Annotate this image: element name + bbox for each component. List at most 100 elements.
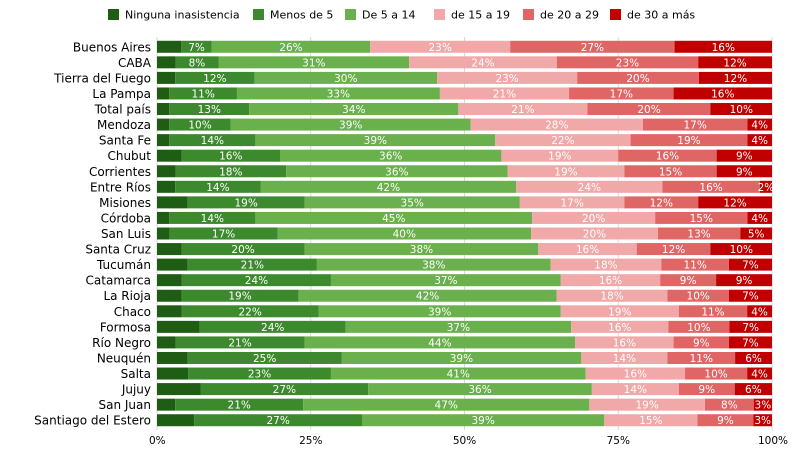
bar-segment xyxy=(254,71,438,84)
bar-segment xyxy=(249,103,459,116)
bar-segment xyxy=(157,383,201,396)
bar-segment xyxy=(303,398,590,411)
bar-segment xyxy=(330,274,561,287)
bar-value-label: 4% xyxy=(751,369,768,381)
bar-value-label: 21% xyxy=(228,337,251,349)
bar-segment xyxy=(368,383,592,396)
bar-value-label: 10% xyxy=(730,244,753,256)
legend-item-3: De 5 a 14 xyxy=(345,9,415,22)
bar-value-label: 16% xyxy=(608,322,631,334)
bar-segment xyxy=(716,274,772,287)
bar-segment xyxy=(157,118,170,131)
bar-value-label: 20% xyxy=(637,104,660,116)
bar-value-label: 20% xyxy=(582,213,605,225)
bar-segment xyxy=(740,227,772,240)
bar-value-label: 14% xyxy=(201,135,224,147)
bar-value-label: 10% xyxy=(704,369,727,381)
bar-value-label: 21% xyxy=(493,88,516,100)
bar-segment xyxy=(747,367,772,380)
bar-value-label: 20% xyxy=(583,229,606,241)
bar-value-label: 45% xyxy=(382,213,405,225)
bar-segment xyxy=(581,351,668,364)
bar-segment xyxy=(556,56,699,69)
bar-row: 18% 36% 19% 15% 9% xyxy=(157,165,772,178)
legend-swatch xyxy=(253,9,264,20)
bar-value-label: 34% xyxy=(342,104,365,116)
bar-value-label: 3% xyxy=(755,400,772,412)
bar-segment xyxy=(550,258,662,271)
legend-label: de 15 a 19 xyxy=(451,9,510,22)
bar-value-label: 10% xyxy=(730,104,753,116)
bar-segment xyxy=(187,196,305,209)
bar-segment xyxy=(604,414,698,427)
bar-segment xyxy=(157,305,182,318)
bar-value-label: 4% xyxy=(751,135,768,147)
bar-value-label: 30% xyxy=(334,73,357,85)
bar-row: 13% 34% 21% 20% 10% xyxy=(157,103,772,116)
bar-value-label: 39% xyxy=(339,120,362,132)
bar-segment xyxy=(678,305,748,318)
bar-segment xyxy=(169,103,250,116)
legend-label: Ninguna inasistencia xyxy=(125,9,240,22)
bar-segment xyxy=(200,383,369,396)
bar-segment xyxy=(705,398,754,411)
category-label: Mendoza xyxy=(97,118,151,132)
bar-segment xyxy=(370,40,511,53)
bar-segment xyxy=(734,383,772,396)
legend-swatch xyxy=(523,9,534,20)
bar-value-label: 39% xyxy=(471,415,494,427)
bar-value-label: 11% xyxy=(191,88,214,100)
bar-segment xyxy=(175,336,305,349)
bar-segment xyxy=(519,196,625,209)
bar-value-label: 33% xyxy=(327,88,350,100)
bar-segment xyxy=(175,71,255,84)
bar-row: 20% 38% 16% 12% 10% xyxy=(157,243,772,256)
category-label: CABA xyxy=(118,56,152,70)
bar-segment xyxy=(753,414,772,427)
bar-value-label: 27% xyxy=(273,384,296,396)
x-tick-label: 25% xyxy=(299,435,322,447)
bar-segment xyxy=(175,56,219,69)
bar-segment xyxy=(304,336,576,349)
bar-value-label: 17% xyxy=(212,229,235,241)
legend-swatch xyxy=(434,9,445,20)
bar-value-label: 11% xyxy=(701,306,724,318)
category-label: Salta xyxy=(121,367,151,381)
bar-value-label: 14% xyxy=(613,353,636,365)
bar-segment xyxy=(437,71,578,84)
bar-segment xyxy=(747,211,772,224)
bar-value-label: 12% xyxy=(650,197,673,209)
bar-segment xyxy=(157,243,182,256)
bar-value-label: 25% xyxy=(253,353,276,365)
bar-value-label: 2% xyxy=(758,182,775,194)
bar-segment xyxy=(157,87,170,100)
bar-value-label: 4% xyxy=(751,120,768,132)
bar-segment xyxy=(660,274,717,287)
category-label: San Luis xyxy=(101,227,151,241)
bar-segment xyxy=(286,165,508,178)
bar-segment xyxy=(753,398,772,411)
legend-label: Menos de 5 xyxy=(270,9,333,22)
bar-segment xyxy=(236,87,440,100)
legend-label: de 30 a más xyxy=(627,9,695,22)
category-label: Santa Fe xyxy=(99,134,151,148)
bar-segment xyxy=(729,320,772,333)
bar-segment xyxy=(556,289,668,302)
bar-row: 14% 39% 22% 19% 4% xyxy=(157,134,772,147)
bar-segment xyxy=(255,211,533,224)
category-label: Santiago del Estero xyxy=(34,414,151,428)
legend-swatch xyxy=(610,9,621,20)
bar-value-label: 37% xyxy=(447,322,470,334)
bar-value-label: 15% xyxy=(659,166,682,178)
bar-segment xyxy=(175,398,304,411)
bar-value-label: 4% xyxy=(751,306,768,318)
bar-segment xyxy=(655,211,748,224)
bar-segment xyxy=(532,211,656,224)
bar-segment xyxy=(175,165,287,178)
bar-value-label: 39% xyxy=(428,306,451,318)
category-label: Chubut xyxy=(107,149,151,163)
bar-value-label: 28% xyxy=(545,120,568,132)
legend-item-5: de 20 a 29 xyxy=(523,9,599,22)
bar-segment xyxy=(194,414,362,427)
bar-segment xyxy=(538,243,637,256)
